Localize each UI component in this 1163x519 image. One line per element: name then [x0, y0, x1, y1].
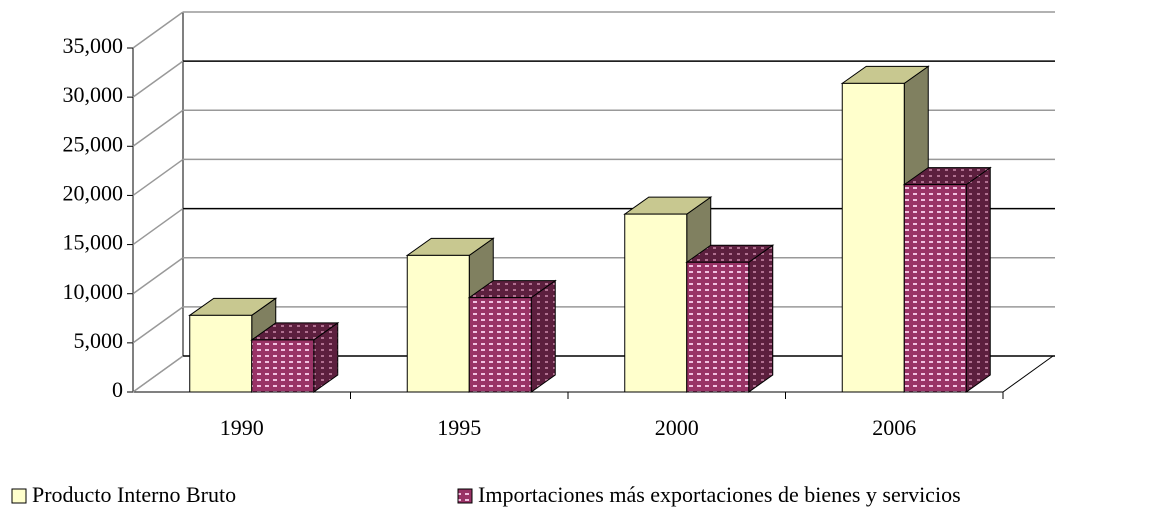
bar	[903, 184, 967, 393]
bar	[624, 213, 688, 393]
wall-grid	[132, 60, 184, 98]
x-tick-label: 1995	[437, 415, 481, 440]
y-tick-label: 5,000	[74, 328, 124, 353]
wall-grid	[132, 257, 184, 295]
bar	[468, 297, 532, 393]
y-tick-label: 35,000	[63, 33, 124, 58]
bar	[841, 82, 905, 393]
wall-grid	[132, 109, 184, 147]
wall-grid	[132, 355, 184, 393]
y-tick-label: 20,000	[63, 180, 124, 205]
x-tick-label: 2006	[872, 415, 916, 440]
bar	[189, 314, 253, 393]
bar-side	[965, 166, 991, 393]
y-tick-label: 25,000	[63, 131, 124, 156]
wall-grid	[132, 306, 184, 344]
legend-swatch	[457, 488, 473, 504]
legend-swatch	[11, 488, 27, 504]
bar	[406, 254, 470, 393]
bar	[686, 261, 750, 393]
x-tick-label: 1990	[220, 415, 264, 440]
y-tick-label: 15,000	[63, 230, 124, 255]
bar	[251, 339, 315, 393]
y-tick-label: 10,000	[63, 279, 124, 304]
y-tick-label: 30,000	[63, 82, 124, 107]
legend-label: Importaciones más exportaciones de biene…	[478, 482, 961, 507]
wall-grid	[132, 11, 184, 49]
wall-grid	[132, 207, 184, 246]
x-tick-label: 2000	[655, 415, 699, 440]
bar-side	[748, 244, 774, 393]
legend-label: Producto Interno Bruto	[32, 482, 236, 507]
bar-side	[530, 279, 556, 393]
floor-right	[1002, 355, 1054, 393]
y-tick-label: 0	[112, 377, 123, 402]
wall-grid	[132, 158, 184, 197]
